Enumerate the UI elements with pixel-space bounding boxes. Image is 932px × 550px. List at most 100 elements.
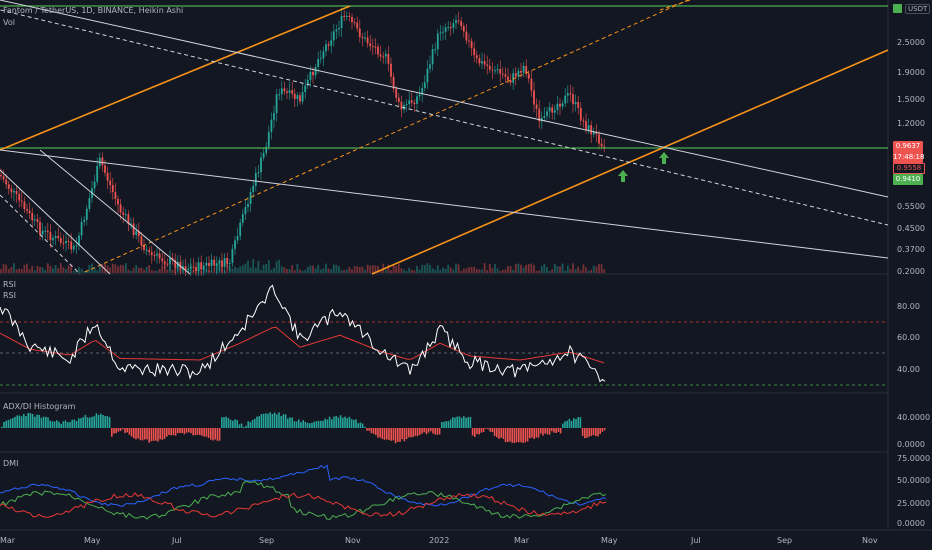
adx-histogram-bar [278,412,280,428]
volume-bar [319,269,322,273]
volume-bar [288,269,291,273]
volume-bar [395,266,398,273]
adx-histogram-bar [513,428,516,444]
candle-body [322,51,325,59]
time-axis-label: May [84,536,101,545]
volume-bar [252,258,255,273]
adx-histogram-bar [414,428,417,436]
adx-histogram-bar [361,423,364,428]
candle-body [270,119,273,132]
adx-histogram-bar [210,428,212,440]
candle-body [234,240,236,249]
white-channel-lower[interactable] [0,149,889,259]
candle-body [517,70,520,77]
candle-body [462,26,465,32]
adx-histogram-bar [357,423,359,428]
volume-bar [481,269,483,273]
trend-drawings[interactable] [0,0,889,275]
adx-histogram-bar [295,421,298,428]
dmi-title: DMI [3,459,19,468]
candle-body [366,37,369,44]
adx-histogram-bar [331,419,333,428]
volume-bar [413,270,416,273]
candle-body [148,249,151,253]
candle-body [306,79,309,86]
volume-bar [236,268,239,273]
volume-bar [356,266,359,273]
candle-body [192,266,195,268]
candle-body [7,184,10,189]
adx-histogram-bar [93,416,95,428]
volume-bar [98,266,101,273]
price-tick: 0.2000 [897,267,925,276]
adx-histogram-bar [212,428,214,441]
volume-bar [33,270,36,273]
adx-histogram-bar [353,419,355,428]
currency-badge[interactable]: USDT [905,4,931,14]
adx-histogram-bar [5,420,7,428]
volume-bar [587,270,590,273]
candle-body [569,93,572,95]
adx-histogram-bar [601,428,604,432]
adx-histogram-bar [597,428,599,437]
white-old-trend-2[interactable] [0,194,81,275]
adx-histogram-bar [344,416,346,428]
adx-histogram-bar [53,421,56,428]
volume-bar [509,266,512,273]
orange-channel-midline[interactable] [84,0,689,273]
candle-body [304,85,307,93]
volume-bar [161,265,164,273]
candle-body [431,49,434,65]
volume-bar [176,265,179,273]
candle-body [158,253,161,259]
adx-histogram-bar [119,428,122,431]
volume-bar [527,264,530,273]
white-old-trend-3[interactable] [39,149,191,275]
adx-histogram-bar [157,428,159,442]
white-channel-midline[interactable] [0,5,889,226]
volume-bar [195,269,197,273]
adx-histogram-bar [9,419,12,428]
volume-bar [309,265,312,273]
adx-histogram-bar [551,428,553,432]
volume-bar [600,264,603,273]
volume-bar [163,263,166,273]
adx-histogram-bar [117,428,120,432]
adx-histogram-bar [271,414,274,428]
adx-histogram-bar [311,422,313,428]
candle-body [59,238,62,243]
adx-histogram-bar [399,428,401,443]
white-channel-upper[interactable] [0,0,889,198]
candle-body [514,73,517,77]
volume-bar [551,269,554,273]
adx-histogram-bar [238,424,241,428]
adx-histogram-bar [3,421,5,428]
volume-bar [543,263,546,273]
volume-bar [462,268,465,273]
volume-bar [312,265,314,273]
candle-body [442,31,444,33]
orange-channel-upper-left[interactable] [0,5,351,151]
volume-bar [416,265,418,273]
adx-histogram-bar [276,414,278,428]
volume-bar [166,269,169,273]
adx-histogram-bar [205,428,208,437]
adx-histogram-bar [124,428,126,434]
adx-histogram-bar [581,428,584,436]
white-old-trend-1[interactable] [0,169,111,275]
volume-bar [332,264,335,273]
dmi-minus-line [0,492,607,518]
candle-body [374,46,377,48]
candle-body [426,68,429,83]
volume-bar [244,263,247,273]
volume-bar [330,269,333,273]
volume-bar [202,268,205,273]
candle-body [88,197,91,209]
volume-bar [369,265,372,273]
adx-histogram-bar [163,428,166,439]
time-axis-label: Sep [259,536,275,545]
price-tick: 2.5000 [897,38,925,47]
candle-body [369,43,372,47]
adx-histogram-bar [196,428,199,435]
